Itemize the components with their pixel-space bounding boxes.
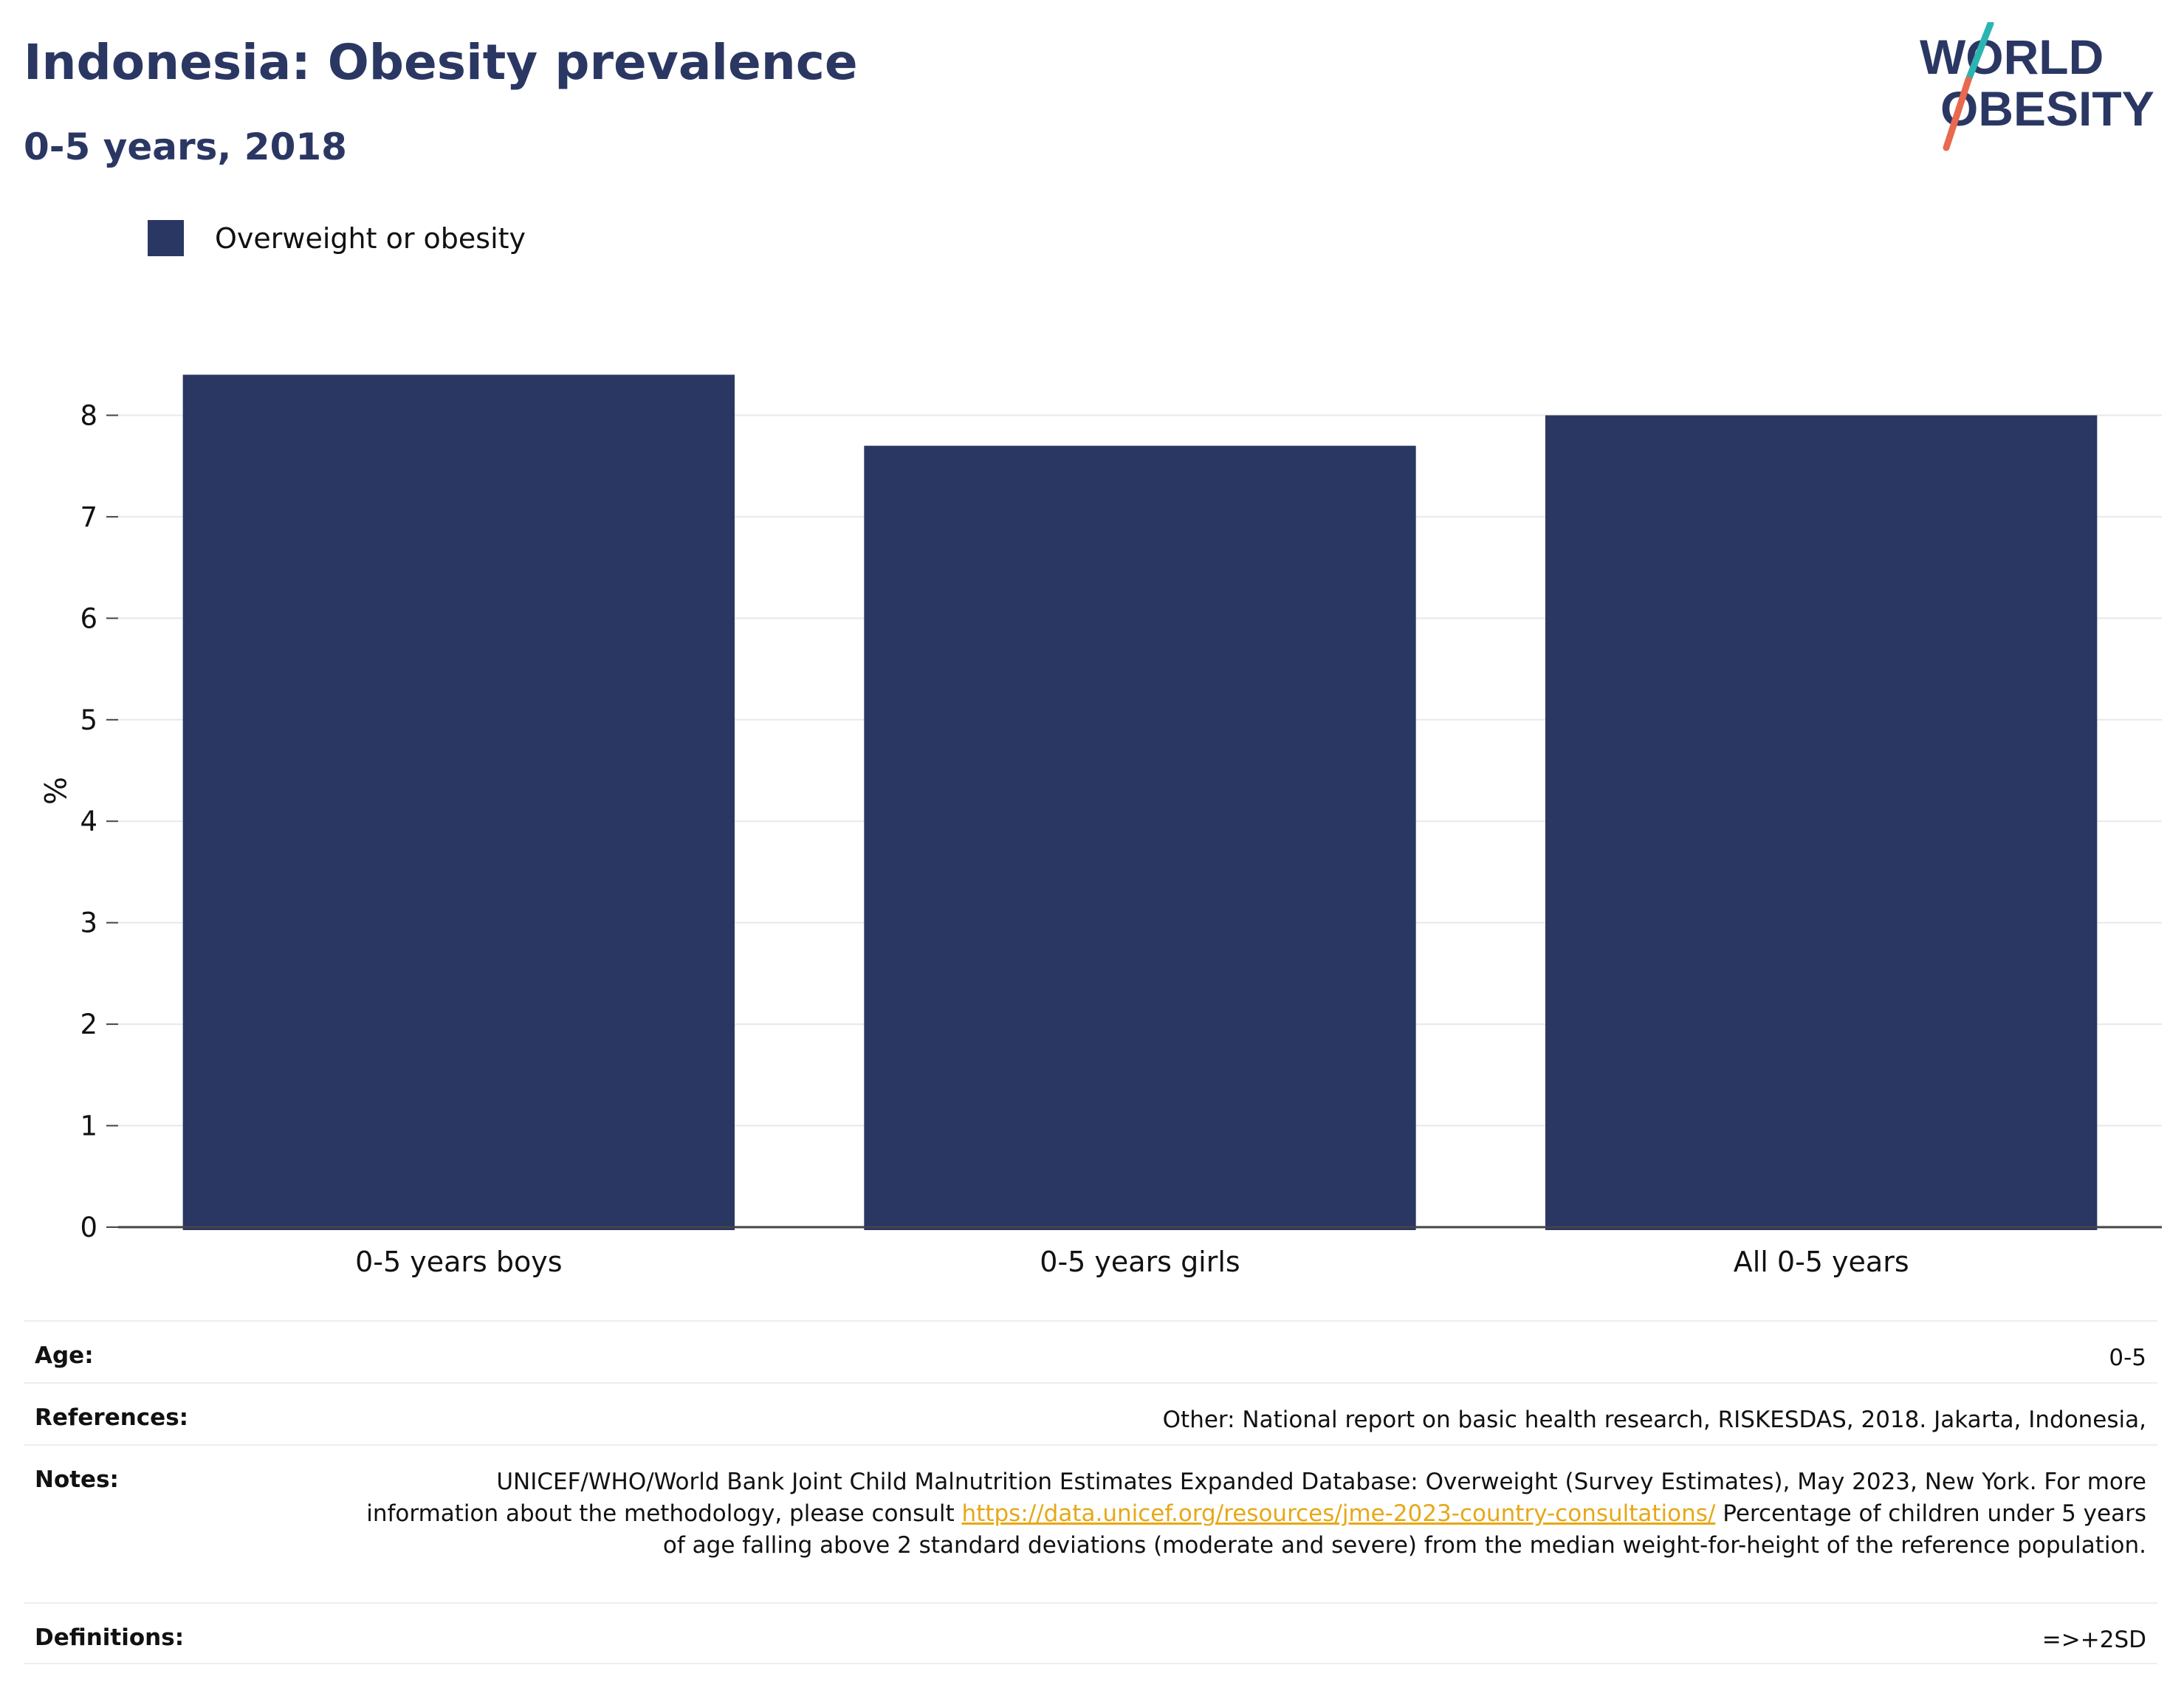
meta-row-notes: Notes: UNICEF/WHO/World Bank Joint Child… [24,1444,2157,1602]
page-title: Indonesia: Obesity prevalence [24,34,858,91]
logo-line2: OBESITY [1940,81,2154,136]
bar-chart: 0 1 2 3 4 5 6 7 8% 0-5 years boys 0-5 years girls A… [37,374,2162,1278]
meta-row-age: Age: 0-5 [24,1320,2157,1382]
meta-notes-value: UNICEF/WHO/World Bank Joint Child Malnut… [360,1466,2146,1602]
world-obesity-logo: WORLD OBESITY [1920,22,2154,151]
bar [1545,415,2098,1230]
logo-slash-bottom [1943,76,1972,151]
y-tick-label: 7 [80,501,97,533]
legend-swatch [148,220,184,256]
y-tick-label: 6 [80,602,97,634]
metadata-table: Age: 0-5 References: Other: National rep… [24,1320,2157,1664]
bar [182,374,735,1230]
legend-label: Overweight or obesity [215,222,526,255]
meta-age-label: Age: [35,1342,94,1369]
y-tick-label: 2 [80,1009,97,1040]
meta-row-references: References: Other: National report on ba… [24,1382,2157,1444]
meta-notes-label: Notes: [35,1466,119,1493]
logo-line1: WORLD [1920,30,2104,84]
meta-notes-text-2: Percentage of children under 5 years of … [662,1500,2146,1559]
meta-references-value: Other: National report on basic health r… [1162,1407,2146,1433]
y-tick-label: 0 [80,1212,97,1243]
y-tick-label: 5 [80,704,97,736]
meta-notes-link[interactable]: https://data.unicef.org/resources/jme-20… [961,1500,1716,1527]
chart-legend: Overweight or obesity [148,220,526,256]
page-subtitle: 0-5 years, 2018 [24,126,347,168]
y-tick-label: 1 [80,1110,97,1142]
y-tick-label: 4 [80,806,97,837]
meta-notes-text-1: UNICEF/WHO/World Bank Joint Child Malnut… [366,1469,2146,1527]
meta-definitions-label: Definitions: [35,1624,185,1651]
y-tick-label: 3 [80,907,97,939]
y-axis-label: % [37,777,71,805]
meta-references-label: References: [35,1404,189,1431]
meta-definitions-value: =>+2SD [2042,1627,2146,1653]
x-tick-label: 0-5 years boys [355,1246,562,1278]
x-tick-label: All 0-5 years [1734,1246,1909,1278]
logo-slash-top [1965,22,1994,83]
y-tick-label: 8 [80,399,97,431]
meta-row-definitions: Definitions: =>+2SD [24,1602,2157,1664]
bar [864,445,1416,1230]
meta-age-value: 0-5 [2109,1345,2146,1371]
x-tick-label: 0-5 years girls [1040,1246,1240,1278]
